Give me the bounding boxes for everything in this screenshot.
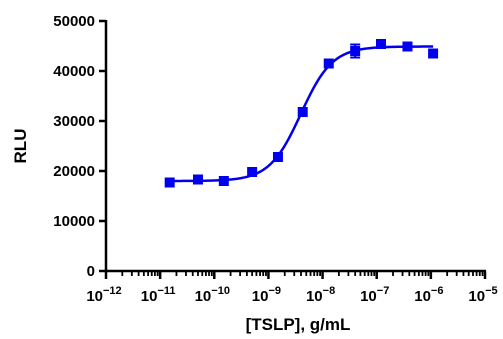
x-tick-label: 10−10: [195, 285, 230, 305]
x-tick-label: 10−6: [414, 285, 443, 305]
x-tick-label: 10−5: [468, 285, 497, 305]
data-point: [297, 107, 308, 117]
data-point: [272, 152, 283, 162]
y-tick-label: 0: [87, 263, 95, 280]
data-point: [218, 176, 229, 186]
data-layer: [164, 39, 439, 188]
data-point: [376, 39, 387, 49]
x-tick-label: 10−8: [306, 285, 335, 305]
y-tick-label: 50000: [53, 13, 95, 30]
x-tick-label: 10−7: [360, 285, 389, 305]
y-tick-label: 40000: [53, 63, 95, 80]
data-point: [323, 58, 334, 69]
x-tick-label: 10−11: [141, 285, 176, 305]
x-tick-label: 10−12: [86, 285, 121, 305]
x-axis-title: [TSLP], g/mL: [246, 315, 351, 334]
data-point: [247, 167, 258, 177]
data-point: [164, 177, 175, 188]
y-tick-label: 30000: [53, 113, 95, 130]
x-ticks: 10−12 10−11 10−10 10−9 10−8 10−7 10−6 10−5: [86, 271, 498, 305]
y-axis-title: RLU: [11, 129, 30, 164]
y-axis: 0 10000 20000 30000 40000 50000: [53, 13, 108, 280]
x-tick-label: 10−9: [252, 285, 281, 305]
y-ticks: 0 10000 20000 30000 40000 50000: [53, 13, 106, 280]
data-point: [192, 174, 203, 185]
data-point: [350, 46, 361, 56]
x-axis: 10−12 10−11 10−10 10−9 10−8 10−7 10−6 10−5: [86, 269, 498, 305]
y-tick-label: 20000: [53, 163, 95, 180]
y-tick-label: 10000: [53, 213, 95, 230]
data-point: [402, 41, 413, 52]
data-point: [428, 48, 439, 59]
